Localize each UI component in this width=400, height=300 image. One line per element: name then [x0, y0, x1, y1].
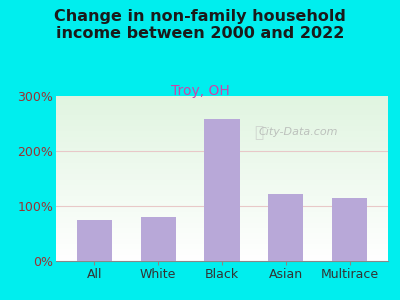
Text: Change in non-family household
income between 2000 and 2022: Change in non-family household income be…: [54, 9, 346, 41]
Text: ⌕: ⌕: [254, 125, 263, 140]
Bar: [332, 198, 367, 261]
Bar: [140, 217, 176, 261]
Bar: [77, 220, 112, 261]
Bar: [268, 194, 304, 261]
Text: Troy, OH: Troy, OH: [171, 84, 229, 98]
Text: City-Data.com: City-Data.com: [259, 127, 338, 137]
Bar: [204, 119, 240, 261]
